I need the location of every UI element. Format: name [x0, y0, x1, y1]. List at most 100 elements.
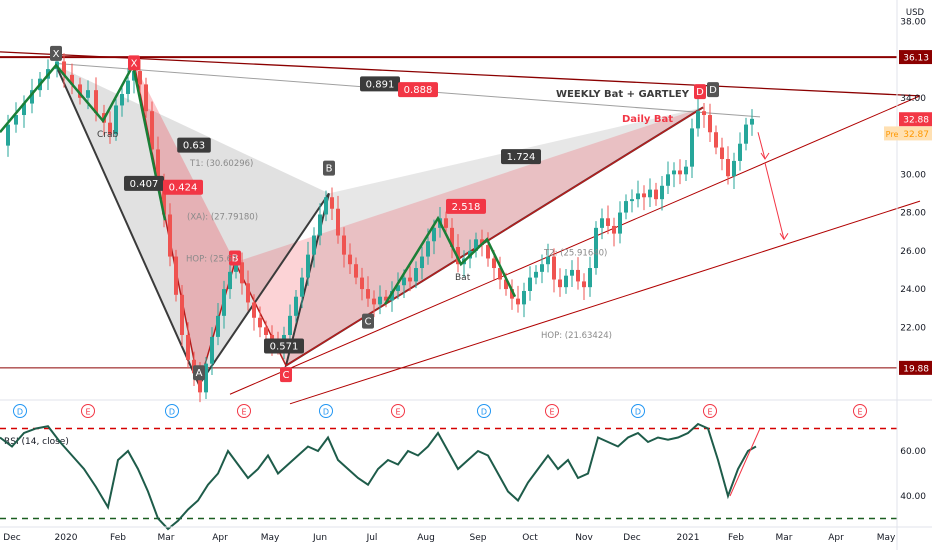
time-tick-label: May	[261, 533, 280, 543]
rsi-trend-line[interactable]	[729, 428, 761, 497]
chart-annotation: T2: (25.91640)	[543, 249, 607, 259]
pattern-point-box[interactable]	[280, 367, 292, 383]
candle-body	[240, 262, 244, 284]
time-tick-label: Jun	[312, 533, 327, 543]
candle-body	[144, 84, 148, 112]
candle-body	[258, 317, 262, 328]
rsi-pane: RSI (14, close)	[0, 422, 897, 531]
pattern-point-box[interactable]	[229, 250, 241, 266]
candle-body	[114, 105, 118, 135]
rsi-line[interactable]	[0, 422, 757, 531]
price-axis: USD20.0022.0024.0026.0028.0030.0032.0034…	[884, 0, 932, 550]
candle-body	[300, 277, 304, 297]
chart-annotation: WEEKLY Bat + GARTLEY	[556, 89, 690, 100]
harmonic-pattern-label: Bat	[455, 273, 471, 283]
trend-line-0[interactable]	[0, 51, 921, 97]
candle-body	[402, 277, 406, 286]
candle-body	[156, 149, 160, 182]
candle-body	[510, 289, 514, 299]
down-arrow-long-head	[779, 233, 789, 241]
earnings-marker-icon[interactable]	[237, 404, 251, 418]
candle-body	[732, 160, 736, 177]
time-tick-label: May	[877, 533, 896, 543]
ratio-label: 0.407	[130, 179, 159, 190]
candle-body	[312, 235, 316, 255]
earnings-marker-icon[interactable]	[81, 404, 95, 418]
harmonic-pattern-crab[interactable]	[0, 61, 167, 221]
down-arrow-short	[757, 132, 766, 160]
pattern-point-label: C	[365, 317, 372, 328]
candle-body	[486, 245, 490, 259]
pattern-point-label: A	[196, 368, 203, 379]
dividend-marker-icon[interactable]	[477, 404, 491, 418]
candle-body	[372, 298, 376, 305]
chart-annotation: Daily Bat	[622, 114, 673, 125]
candle-body	[138, 71, 142, 85]
candle-body	[396, 285, 400, 291]
candle-body	[552, 256, 556, 280]
price-tick-label: 28.00	[900, 209, 926, 219]
pattern-point-box[interactable]	[707, 82, 719, 98]
pattern-point-box[interactable]	[362, 313, 374, 329]
earnings-marker-icon[interactable]	[545, 404, 559, 418]
candle-body	[720, 147, 724, 160]
earnings-marker-icon[interactable]	[703, 404, 717, 418]
candle-body	[648, 189, 652, 198]
candle-body	[336, 208, 340, 236]
candle-body	[576, 269, 580, 282]
candle-body	[684, 166, 688, 175]
pattern-point-box[interactable]	[193, 365, 205, 381]
price-badge-label: 19.88	[903, 364, 929, 374]
candle-body	[450, 227, 454, 247]
time-tick-label: Dec	[623, 533, 640, 543]
down-arrow-short-head	[760, 152, 770, 160]
candle-body	[594, 227, 598, 269]
candle-body	[558, 279, 562, 288]
candle-body	[150, 111, 154, 150]
pattern-point-label: X	[131, 58, 138, 69]
time-tick-label: 2021	[677, 533, 700, 543]
event-marker-label: E	[707, 408, 712, 417]
candle-body	[654, 189, 658, 200]
event-marker-label: E	[85, 408, 90, 417]
earnings-marker-icon[interactable]	[391, 404, 405, 418]
trend-line-3[interactable]	[289, 200, 921, 405]
pattern-point-label: C	[283, 370, 290, 381]
time-tick-label: Sep	[470, 533, 487, 543]
candle-body	[354, 264, 358, 278]
ratio-label: 0.888	[404, 85, 433, 96]
candle-body	[744, 124, 748, 144]
trend-line-2[interactable]	[229, 95, 921, 395]
ratio-label: 0.424	[169, 183, 198, 194]
pattern-point-box[interactable]	[50, 45, 62, 61]
time-tick-label: Aug	[417, 533, 435, 543]
event-marker-label: E	[857, 408, 862, 417]
pattern-point-label: D	[696, 87, 704, 98]
candle-body	[636, 193, 640, 200]
chart-annotation: HOP: (21.63424)	[541, 331, 612, 341]
dividend-marker-icon[interactable]	[13, 404, 27, 418]
price-tick-label: 24.00	[900, 285, 926, 295]
dividend-marker-icon[interactable]	[319, 404, 333, 418]
price-tick-label: 26.00	[900, 247, 926, 257]
dividend-marker-icon[interactable]	[631, 404, 645, 418]
pattern-fill-red-xab	[134, 63, 235, 385]
candle-body	[522, 290, 526, 305]
harmonic-pattern-bat[interactable]	[383, 215, 517, 306]
pattern-point-box[interactable]	[323, 160, 335, 176]
pattern-point-box[interactable]	[128, 55, 140, 71]
dividend-marker-icon[interactable]	[165, 404, 179, 418]
candle-body	[564, 275, 568, 288]
pattern-point-box[interactable]	[694, 84, 706, 100]
candle-body	[384, 296, 388, 301]
time-tick-label: Feb	[110, 533, 126, 543]
earnings-marker-icon[interactable]	[853, 404, 867, 418]
candle-body	[546, 256, 550, 265]
candle-body	[234, 262, 238, 272]
ratio-label-box	[124, 175, 164, 191]
candle-body	[264, 327, 268, 335]
candle-body	[624, 201, 628, 213]
